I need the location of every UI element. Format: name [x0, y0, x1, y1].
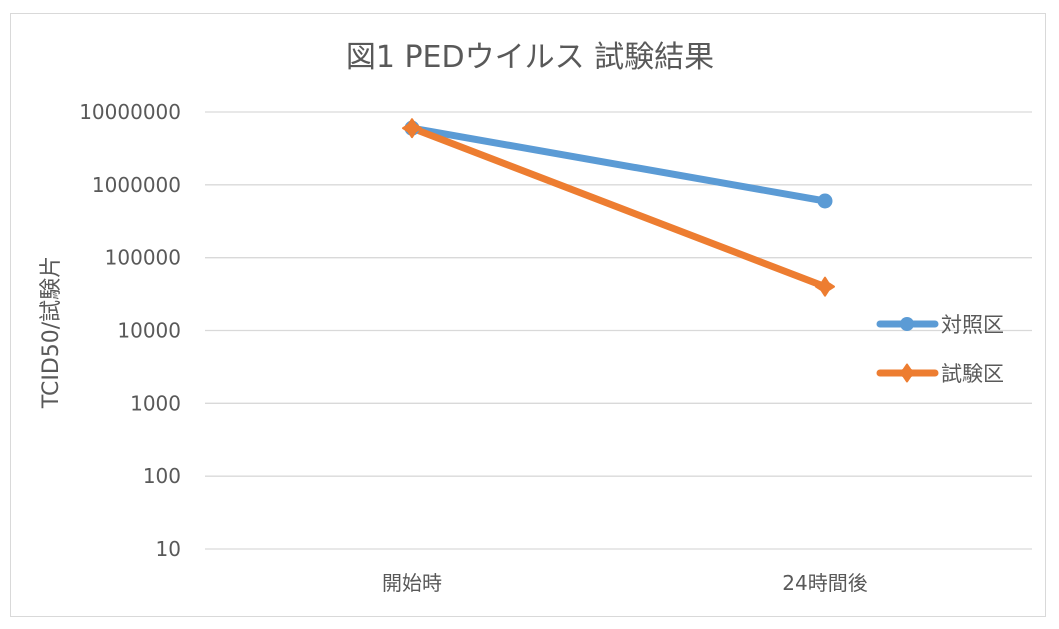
legend-label: 試験区 [941, 362, 1004, 386]
y-tick-label: 10 [156, 537, 181, 561]
y-tick-label: 10000000 [79, 100, 181, 124]
series-points [402, 118, 835, 297]
chart-title: 図1 PEDウイルス 試験結果 [346, 40, 714, 75]
series-lines [408, 124, 829, 291]
series-point [402, 118, 422, 139]
y-axis-title: TCID50/試験片 [39, 256, 64, 409]
y-axis-ticks: 10 100 1000 10000 100000 1000000 10000000 [79, 100, 181, 561]
legend-marker [900, 317, 914, 331]
series-line-2 [408, 124, 829, 291]
y-tick-label: 100 [143, 464, 181, 488]
x-axis-ticks: 開始時 24時間後 [382, 571, 868, 595]
series-point [817, 193, 833, 209]
y-tick-label: 1000 [130, 391, 181, 415]
y-tick-label: 1000000 [92, 173, 181, 197]
y-tick-label: 10000 [117, 319, 181, 343]
x-tick-label: 24時間後 [782, 571, 867, 595]
series-point [815, 276, 835, 297]
y-tick-label: 100000 [105, 246, 181, 270]
x-tick-label: 開始時 [382, 571, 442, 595]
legend-marker [897, 363, 917, 383]
chart-frame [10, 13, 1046, 617]
legend-label: 対照区 [941, 313, 1004, 337]
series-line-1 [408, 124, 829, 205]
gridlines [205, 111, 1032, 550]
